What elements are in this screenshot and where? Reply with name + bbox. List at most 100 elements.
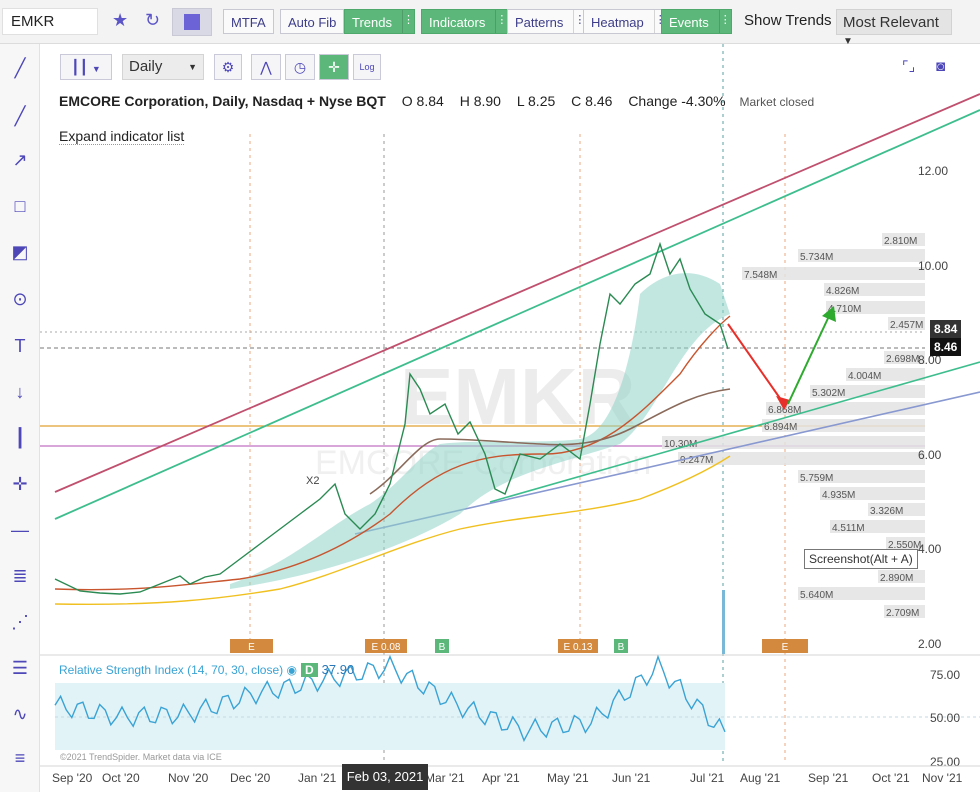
event-marker-earnings[interactable]: [365, 639, 407, 653]
volume-profile-bar: [826, 301, 925, 314]
time-tick-label: Dec '20: [230, 771, 271, 785]
volume-profile-label: 5.734M: [800, 252, 833, 263]
prev-close-tag: 8.84: [930, 320, 962, 338]
ema-line: [54, 315, 731, 591]
rsi-tick-label: 50.00: [930, 711, 960, 725]
time-tick-label: Aug '21: [740, 771, 781, 785]
low-value: L 8.25: [516, 93, 556, 109]
price-line: [54, 241, 729, 595]
price-tick-label: 6.00: [918, 448, 942, 462]
open-value: O 8.84: [401, 93, 444, 109]
history-button[interactable]: ◷: [285, 54, 315, 80]
crosshair-button[interactable]: ✛: [319, 54, 349, 80]
circle-icon[interactable]: ⊙: [12, 289, 28, 309]
volume-profile-label: 6.894M: [764, 422, 797, 433]
horizontal-line-icon[interactable]: —: [11, 520, 29, 540]
time-tick-label: Oct '21: [872, 771, 910, 785]
price-tick-label: 10.00: [918, 259, 948, 273]
auto-fib-button[interactable]: Auto Fib: [280, 9, 345, 34]
gann-icon[interactable]: ≡: [14, 748, 26, 768]
log-scale-button[interactable]: Log: [353, 54, 381, 80]
time-tick-label: Oct '20: [102, 771, 140, 785]
rsi-line: [54, 654, 726, 743]
volume-profile-bar: [888, 317, 925, 330]
color-square-button[interactable]: [172, 8, 212, 36]
rectangle-icon[interactable]: □: [14, 196, 26, 216]
eye-icon[interactable]: ◉: [286, 663, 297, 677]
event-marker-buyback[interactable]: [614, 639, 628, 653]
ray-icon[interactable]: ╱: [14, 106, 26, 126]
events-menu-icon[interactable]: ⋮: [718, 10, 731, 33]
volume-profile-bar: [742, 267, 925, 280]
change-value: Change -4.30%: [628, 93, 726, 109]
settings-button[interactable]: ⚙: [214, 54, 242, 80]
rsi-tick-label: 75.00: [930, 668, 960, 682]
event-marker-earnings[interactable]: [230, 639, 273, 653]
volume-profile-bar: [884, 605, 925, 618]
volume-profile-bar: [810, 385, 925, 398]
patterns-menu-icon[interactable]: ⋮: [573, 10, 585, 33]
text-icon[interactable]: T: [14, 336, 26, 356]
rsi-legend[interactable]: Relative Strength Index (14, 70, 30, clo…: [59, 662, 355, 677]
screenshot-tooltip: Screenshot(Alt + A): [804, 549, 918, 569]
refresh-icon[interactable]: ↻: [145, 10, 161, 30]
event-marker-earnings[interactable]: [558, 639, 598, 653]
time-tick-label: May '21: [547, 771, 589, 785]
mtfa-button[interactable]: MTFA: [223, 9, 274, 34]
event-marker-label: B: [618, 642, 625, 653]
heatmap-menu-icon[interactable]: ⋮: [653, 10, 666, 33]
vertical-line-icon[interactable]: ┃: [14, 428, 26, 448]
events-button[interactable]: Events ⋮: [661, 9, 732, 34]
sort-dropdown[interactable]: Most Relevant ▼: [836, 9, 952, 47]
trends-menu-icon[interactable]: ⋮: [401, 10, 414, 33]
expand-indicator-link[interactable]: Expand indicator list: [59, 128, 185, 145]
time-tick-label: Sep '21: [808, 771, 849, 785]
volume-profile-label: 2.698M: [886, 354, 919, 365]
indicators-button[interactable]: Indicators ⋮: [421, 9, 509, 34]
volume-profile: 2.810M 5.734M 7.548M 4.826M 4.710M 2.457M 2.69…: [662, 233, 925, 619]
volume-profile-bar: [798, 470, 925, 483]
indicators-menu-icon[interactable]: ⋮: [495, 10, 507, 33]
shape-icon[interactable]: ◩: [11, 242, 29, 262]
chart-type-button[interactable]: ┃┃ ▼: [60, 54, 112, 80]
rsi-band: [55, 683, 725, 750]
upper-trendline: [54, 93, 980, 493]
heatmap-button[interactable]: Heatmap⋮: [583, 9, 667, 34]
crosshair-icon: ✛: [328, 59, 340, 75]
chart-title: EMCORE Corporation, Daily, Nasdaq + Nyse…: [59, 93, 386, 109]
trends-button[interactable]: Trends ⋮: [344, 9, 415, 34]
volume-profile-bar: [830, 520, 925, 533]
down-arrow-icon[interactable]: ↓: [15, 382, 25, 402]
lower-channel-line: [489, 361, 980, 503]
volume-profile-label: 5.640M: [800, 590, 833, 601]
fib-fan-icon[interactable]: ⋰: [11, 612, 29, 632]
trendline-icon[interactable]: ╱: [14, 58, 26, 78]
volume-profile-bar: [884, 351, 925, 364]
event-marker-buyback[interactable]: [435, 639, 449, 653]
crosshair-tool-icon[interactable]: ✛: [12, 474, 28, 494]
volume-profile-bar: [868, 503, 925, 516]
event-marker-label: E 0.13: [564, 642, 593, 653]
patterns-button[interactable]: Patterns ⋮: [507, 9, 587, 34]
rsi-d-badge[interactable]: D: [300, 663, 318, 677]
chart-canvas: EMKR EMCORE Corporation 2.810M5.734M7.54…: [40, 44, 980, 785]
event-marker-earnings[interactable]: [762, 639, 808, 653]
volume-profile-bar: [882, 233, 925, 246]
camera-icon[interactable]: ◙: [936, 58, 946, 75]
star-icon[interactable]: ★: [112, 10, 129, 30]
top-toolbar: EMKR ★ ↻ MTFA Auto Fib Trends ⋮ Indicator…: [0, 0, 980, 47]
indicator-button[interactable]: ⋀: [251, 54, 281, 80]
wave-icon[interactable]: ∿: [12, 704, 28, 724]
arrow-line-icon[interactable]: ↗: [12, 150, 28, 170]
volume-profile-label: 2.810M: [884, 236, 917, 247]
channel-icon[interactable]: ☰: [11, 658, 29, 678]
interval-select[interactable]: Daily ▼: [122, 54, 204, 80]
price-tick-label: 4.00: [918, 542, 942, 556]
time-axis: Sep '20 Oct '20 Nov '20 Dec '20 Jan '21 Mar '…: [52, 771, 963, 785]
event-marker-label: E 0.08: [372, 642, 401, 653]
volume-profile-label: 4.935M: [822, 490, 855, 501]
fib-levels-icon[interactable]: ≣: [12, 566, 28, 586]
chart-area[interactable]: ┃┃ ▼ Daily ▼ ⚙ ⋀ ◷ ✛ Log ⌜⌟ ◙ EMCORE Cor…: [40, 44, 980, 792]
ticker-input[interactable]: EMKR: [2, 8, 98, 35]
fullscreen-icon[interactable]: ⌜⌟: [902, 58, 916, 74]
